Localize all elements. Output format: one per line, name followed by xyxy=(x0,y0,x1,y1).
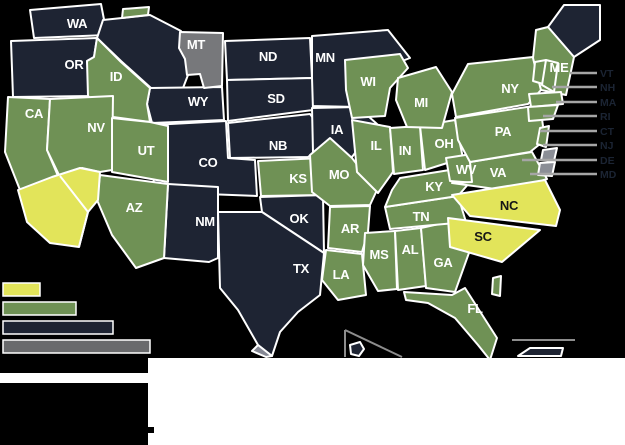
state-label-NC: NC xyxy=(500,198,519,213)
state-label-ME: ME xyxy=(550,60,570,75)
state-TX xyxy=(217,211,325,357)
state-label-NM: NM xyxy=(195,214,215,229)
callout-label-DE: DE xyxy=(600,155,615,167)
state-coast-sliver xyxy=(491,275,502,297)
state-label-SD: SD xyxy=(267,91,284,106)
state-RI-CT xyxy=(527,104,559,122)
state-NV xyxy=(46,95,114,178)
state-label-MO: MO xyxy=(329,167,350,182)
state-label-MN: MN xyxy=(315,50,335,65)
state-SC xyxy=(447,217,541,263)
callout-label-MD: MD xyxy=(600,169,617,181)
northeast-callouts: VT NH MA RI CT NJ DE MD xyxy=(522,68,617,181)
state-label-WI: WI xyxy=(360,74,375,89)
state-WI xyxy=(344,53,409,119)
state-MS xyxy=(362,230,398,292)
inset-blob-1 xyxy=(349,341,365,357)
state-label-WY: WY xyxy=(188,94,209,109)
state-label-OK: OK xyxy=(290,211,310,226)
state-FL xyxy=(403,287,498,361)
state-label-AL: AL xyxy=(402,242,419,257)
state-label-WV: WV xyxy=(456,162,477,177)
state-label-UT: UT xyxy=(138,143,155,158)
state-label-NV: NV xyxy=(87,120,105,135)
page-white-area xyxy=(148,358,625,445)
state-label-TX: TX xyxy=(293,261,310,276)
state-label-KY: KY xyxy=(425,179,443,194)
legend-bar-dark xyxy=(2,320,114,335)
callout-label-RI: RI xyxy=(600,111,611,123)
state-label-MI: MI xyxy=(414,95,428,110)
legend-bar-green xyxy=(2,301,77,316)
state-label-OH: OH xyxy=(435,136,454,151)
state-label-IA: IA xyxy=(331,122,344,137)
state-label-CA: CA xyxy=(25,106,44,121)
footer-text-block xyxy=(0,383,148,445)
callout-label-MA: MA xyxy=(600,97,617,109)
callout-label-CT: CT xyxy=(600,126,615,138)
state-label-LA: LA xyxy=(333,267,351,282)
state-AZ xyxy=(96,174,169,269)
state-label-IN: IN xyxy=(399,143,411,158)
state-MD xyxy=(537,161,556,177)
state-label-IL: IL xyxy=(371,138,382,153)
state-label-OR: OR xyxy=(65,57,85,72)
state-label-KS: KS xyxy=(289,171,307,186)
callout-label-VT: VT xyxy=(600,68,614,80)
state-label-NB: NB xyxy=(269,138,287,153)
inset-blob-2 xyxy=(517,347,564,357)
socal-divider-line xyxy=(59,175,90,248)
state-UT xyxy=(111,117,169,183)
state-label-MS: MS xyxy=(370,247,390,262)
state-label-MT: MT xyxy=(187,37,206,52)
state-label-ID: ID xyxy=(110,69,122,84)
state-MT xyxy=(178,31,224,89)
inset-line-2 xyxy=(344,329,403,358)
legend-bars xyxy=(2,282,151,354)
state-label-GA: GA xyxy=(434,255,454,270)
state-label-SC: SC xyxy=(474,229,492,244)
state-NC xyxy=(451,179,561,227)
state-label-TN: TN xyxy=(413,209,430,224)
state-label-AR: AR xyxy=(341,221,360,236)
inset-shapes xyxy=(344,329,575,358)
callout-label-NJ: NJ xyxy=(600,140,614,152)
state-OR xyxy=(10,37,98,98)
legend-bar-yellow xyxy=(2,282,41,297)
state-label-ND: ND xyxy=(259,49,277,64)
state-MI xyxy=(395,66,453,129)
state-WY xyxy=(146,86,225,124)
state-labels-layer: WA OR MN ND SD WY NB CO IA NM OK TX MT ID CA NV UT AZ KS MO… xyxy=(25,16,569,316)
state-label-WA: WA xyxy=(67,16,88,31)
state-label-VA: VA xyxy=(490,165,507,180)
state-label-PA: PA xyxy=(495,124,512,139)
state-tx-tip xyxy=(251,344,273,358)
states-layer xyxy=(4,3,601,361)
decor-layer xyxy=(59,175,90,248)
legend-bar-legend_gray xyxy=(2,339,151,354)
state-IL xyxy=(351,119,394,194)
state-LA xyxy=(321,249,367,301)
state-MO xyxy=(309,137,378,207)
footer-text-dash xyxy=(146,427,154,433)
state-label-NY: NY xyxy=(501,81,519,96)
state-label-AZ: AZ xyxy=(126,200,143,215)
state-label-CO: CO xyxy=(199,155,218,170)
state-MA xyxy=(528,91,564,108)
state-sliver-top xyxy=(121,6,150,19)
state-label-FL: FL xyxy=(467,301,483,316)
callout-label-NH: NH xyxy=(600,82,615,94)
